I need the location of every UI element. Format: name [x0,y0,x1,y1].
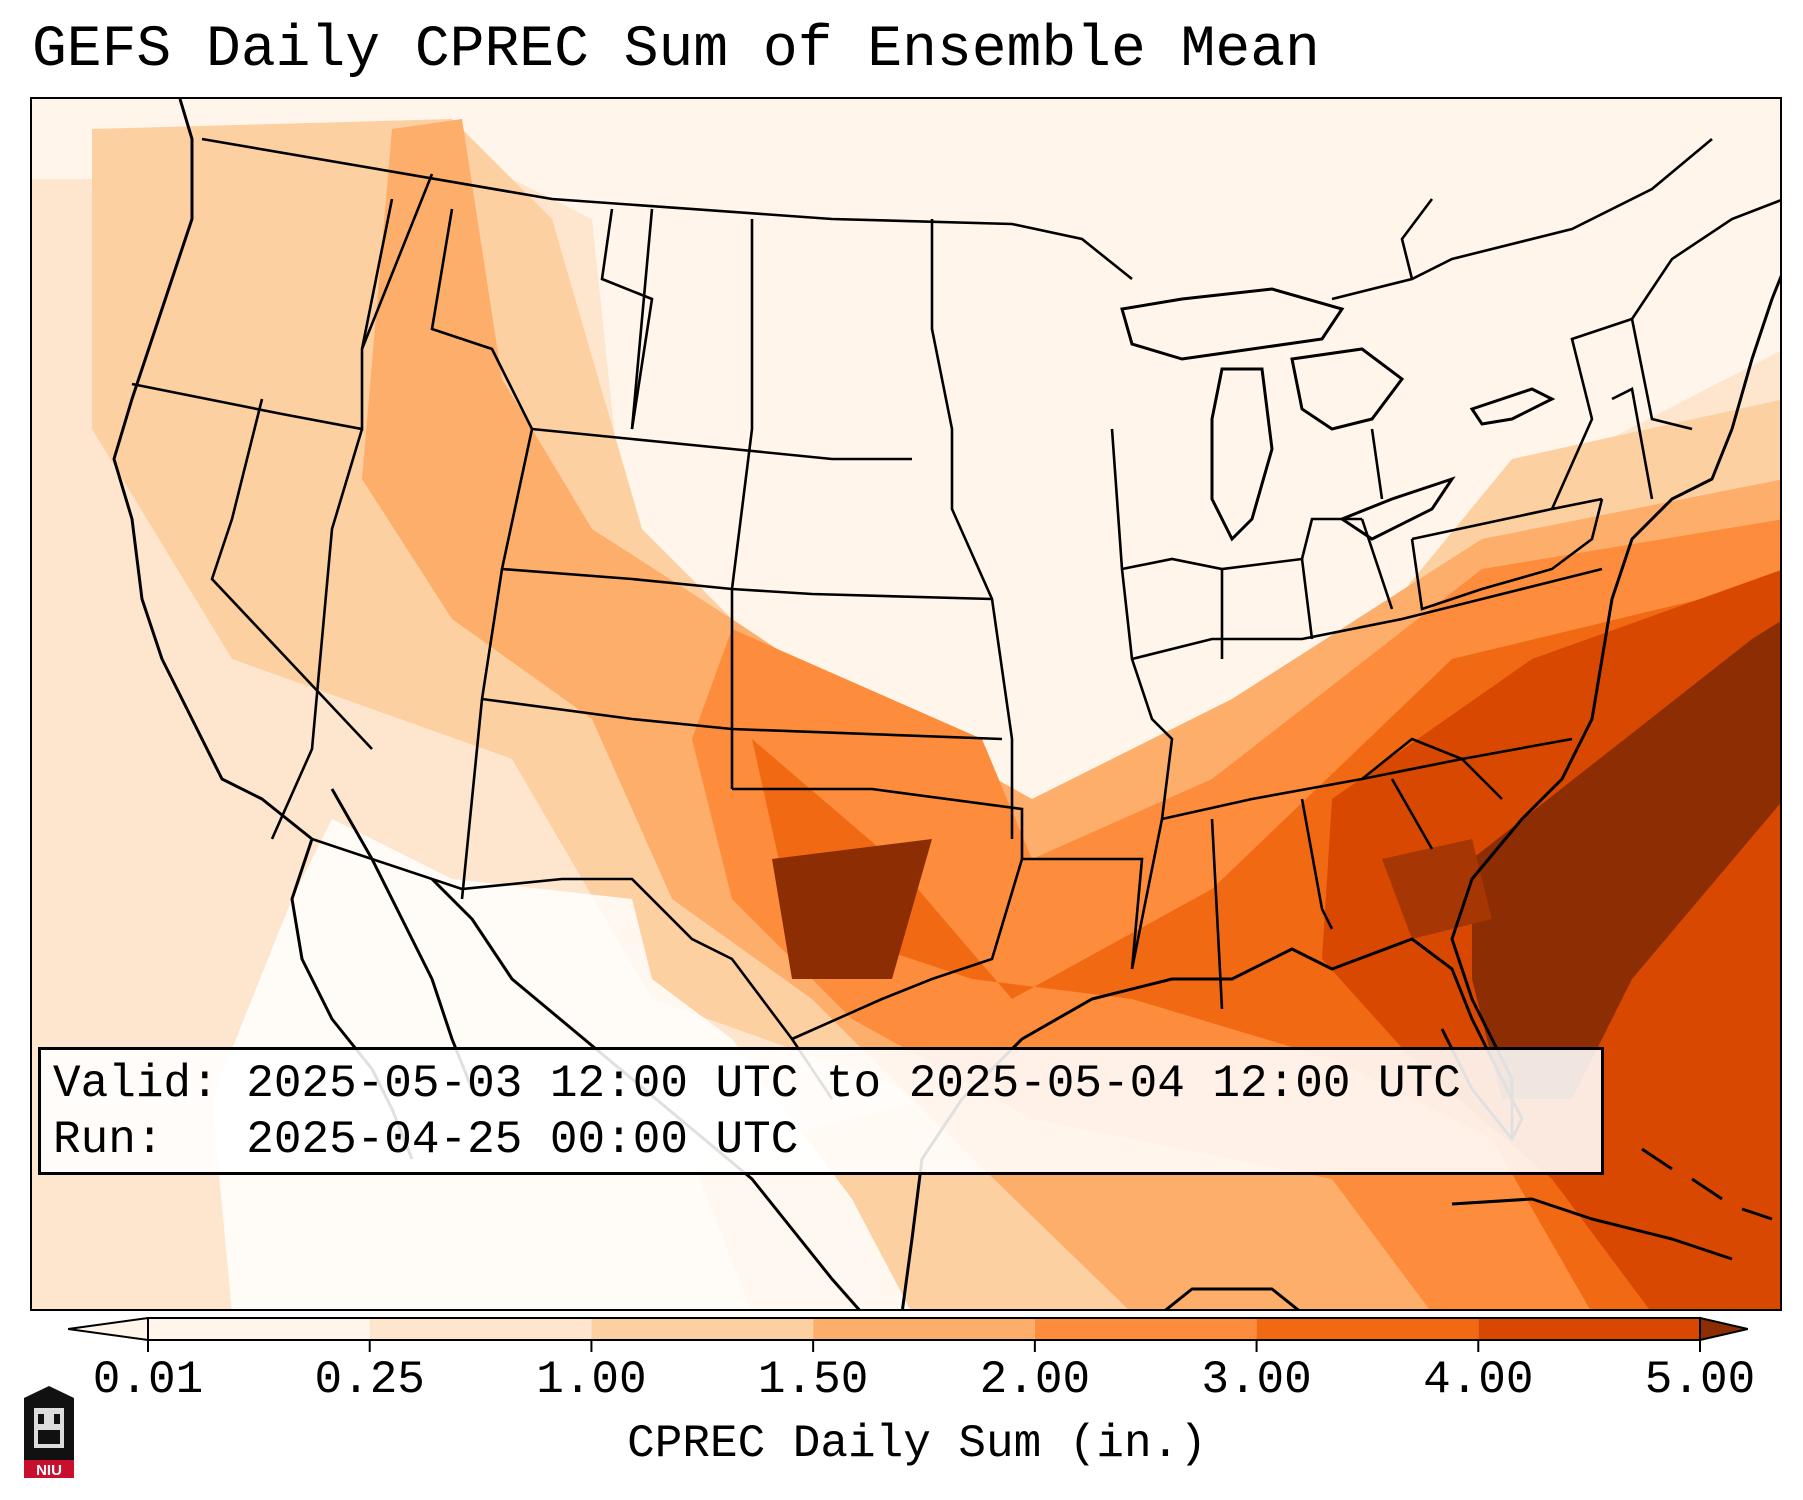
colorbar-segment [369,1318,592,1340]
colorbar-tick-label: 0.01 [92,1354,204,1406]
colorbar-tick-label: 5.00 [1644,1354,1756,1406]
niu-logo: NIU [24,1386,74,1479]
run-label: Run: [53,1114,164,1166]
valid-value: 2025-05-03 12:00 UTC to 2025-05-04 12:00… [246,1058,1461,1110]
colorbar-outline [147,1317,1701,1341]
run-value: 2025-04-25 00:00 UTC [246,1114,799,1166]
state-borders [131,137,1780,1100]
colorbar-tick-label: 4.00 [1423,1354,1534,1406]
colorbar-segment [1256,1318,1479,1340]
colorbar-title: CPREC Daily Sum (in.) [627,1418,1207,1470]
colorbar-tick-label: 2.00 [979,1354,1091,1406]
colorbar-tick-label: 0.25 [314,1354,425,1406]
colorbar-tick-label: 3.00 [1201,1354,1312,1406]
colorbar-tick-label: 1.50 [757,1354,869,1406]
colorbar-extend-low [68,1316,149,1342]
great-lakes [1120,287,1556,542]
valid-label: Valid: [53,1058,219,1110]
colorbar-segment [591,1318,814,1340]
colorbar-tick-label: 1.00 [536,1354,647,1406]
colorbar-extend-high [1699,1316,1748,1342]
colorbar-segment [148,1318,370,1340]
colorbar [68,1316,1748,1352]
colorbar-segment [813,1318,1035,1340]
colorbar-segment [1034,1318,1257,1340]
valid-run-info: Valid: 2025-05-03 12:00 UTC to 2025-05-0… [38,1047,1604,1175]
colorbar-segment [1478,1318,1700,1340]
map-title: GEFS Daily CPREC Sum of Ensemble Mean [32,18,1320,83]
svg-text:NIU: NIU [36,1462,62,1479]
